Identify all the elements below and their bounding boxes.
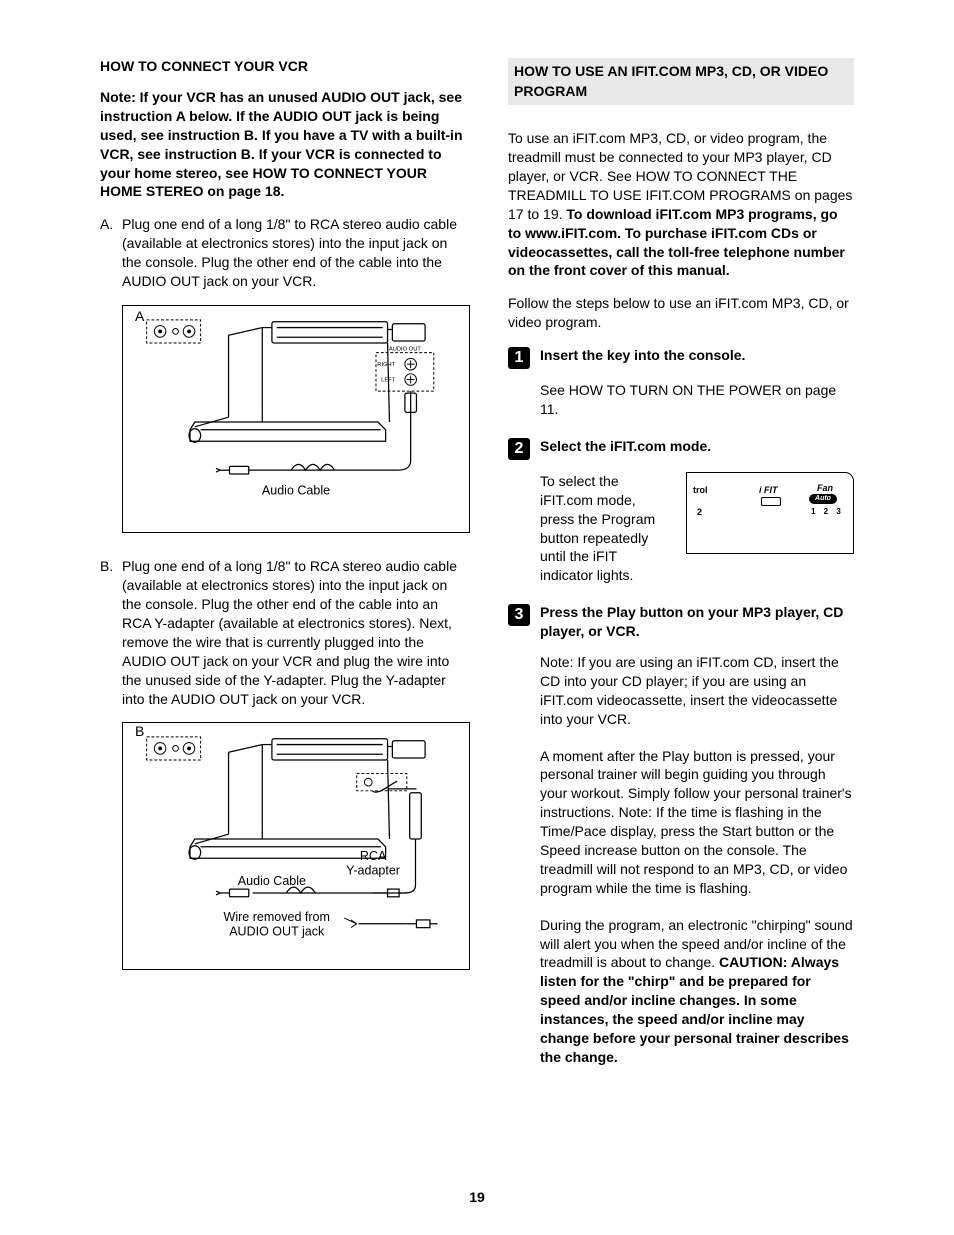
right-intro: To use an iFIT.com MP3, CD, or video pro… xyxy=(508,129,854,280)
step-3-para3b: CAUTION: Always listen for the "chirp" a… xyxy=(540,954,849,1064)
right-column: HOW TO USE AN IFIT.COM MP3, CD, OR VIDEO… xyxy=(508,58,854,1085)
step-1-para: See HOW TO TURN ON THE POWER on page 11. xyxy=(540,381,854,419)
left-column: HOW TO CONNECT YOUR VCR Note: If your VC… xyxy=(100,58,470,1085)
instruction-list-b: B. Plug one end of a long 1/8" to RCA st… xyxy=(100,557,470,708)
panel-ifit-button xyxy=(761,497,781,506)
right-heading: HOW TO USE AN IFIT.COM MP3, CD, OR VIDEO… xyxy=(508,58,854,105)
panel-auto-pill: Auto xyxy=(809,494,837,504)
diagA-cable-label: Audio Cable xyxy=(262,483,330,497)
page: HOW TO CONNECT YOUR VCR Note: If your VC… xyxy=(0,0,954,1235)
step-3-para1: Note: If you are using an iFIT.com CD, i… xyxy=(540,653,854,729)
instruction-a-body: Plug one end of a long 1/8" to RCA stere… xyxy=(122,215,470,291)
panel-nums-label: 1 2 3 xyxy=(811,507,844,516)
columns: HOW TO CONNECT YOUR VCR Note: If your VC… xyxy=(100,58,854,1085)
step-2-number: 2 xyxy=(508,438,530,460)
diagB-wire2-label: AUDIO OUT jack xyxy=(229,925,325,939)
step-1-number: 1 xyxy=(508,347,530,369)
instruction-list: A. Plug one end of a long 1/8" to RCA st… xyxy=(100,215,470,291)
instruction-b: B. Plug one end of a long 1/8" to RCA st… xyxy=(100,557,470,708)
ifit-panel: trol i FIT Fan Auto 2 1 2 3 xyxy=(686,472,854,554)
instruction-a-letter: A. xyxy=(100,215,122,291)
diagram-b-label: B xyxy=(135,723,144,739)
diagram-b-svg: RCA Y-adapter Audio Cable Wire removed f… xyxy=(137,733,455,955)
left-heading: HOW TO CONNECT YOUR VCR xyxy=(100,58,470,74)
step-3-para3: During the program, an electronic "chirp… xyxy=(540,916,854,1067)
instruction-b-letter: B. xyxy=(100,557,122,708)
panel-num2-label: 2 xyxy=(697,507,702,517)
panel-fan-label: Fan xyxy=(817,483,833,493)
diagB-rca-label: RCA xyxy=(360,850,387,864)
step-2: 2 Select the iFIT.com mode. xyxy=(508,437,854,460)
diagA-right-label: RIGHT xyxy=(377,362,395,368)
step-1-title: Insert the key into the console. xyxy=(540,347,745,363)
step-1: 1 Insert the key into the console. xyxy=(508,346,854,369)
step-2-para: To select the iFIT.com mode, press the P… xyxy=(540,472,670,585)
instruction-a: A. Plug one end of a long 1/8" to RCA st… xyxy=(100,215,470,291)
step-3-para2: A moment after the Play button is presse… xyxy=(540,747,854,898)
diagB-wire1-label: Wire removed from xyxy=(224,910,330,924)
instruction-b-body: Plug one end of a long 1/8" to RCA stere… xyxy=(122,557,470,708)
left-note: Note: If your VCR has an unused AUDIO OU… xyxy=(100,88,470,201)
step-2-title: Select the iFIT.com mode. xyxy=(540,438,711,454)
diagram-a-svg: AUDIO OUT RIGHT LEFT xyxy=(137,316,455,518)
right-intro2: Follow the steps below to use an iFIT.co… xyxy=(508,294,854,332)
diagram-a: AUDIO OUT RIGHT LEFT xyxy=(122,305,470,533)
step-3-number: 3 xyxy=(508,604,530,626)
diagA-left-label: LEFT xyxy=(381,377,396,383)
diagB-cable-label: Audio Cable xyxy=(238,875,306,889)
diagA-audio-out-label: AUDIO OUT xyxy=(389,347,422,353)
diagram-b: RCA Y-adapter Audio Cable Wire removed f… xyxy=(122,722,470,970)
step-3: 3 Press the Play button on your MP3 play… xyxy=(508,603,854,641)
panel-trol-label: trol xyxy=(693,485,708,495)
diagram-a-label: A xyxy=(135,308,144,324)
step-2-row: To select the iFIT.com mode, press the P… xyxy=(540,472,854,585)
step-3-title: Press the Play button on your MP3 player… xyxy=(540,604,843,639)
diagB-yadapter-label: Y-adapter xyxy=(346,864,400,878)
page-number: 19 xyxy=(0,1189,954,1205)
panel-ifit-label: i FIT xyxy=(759,485,778,495)
